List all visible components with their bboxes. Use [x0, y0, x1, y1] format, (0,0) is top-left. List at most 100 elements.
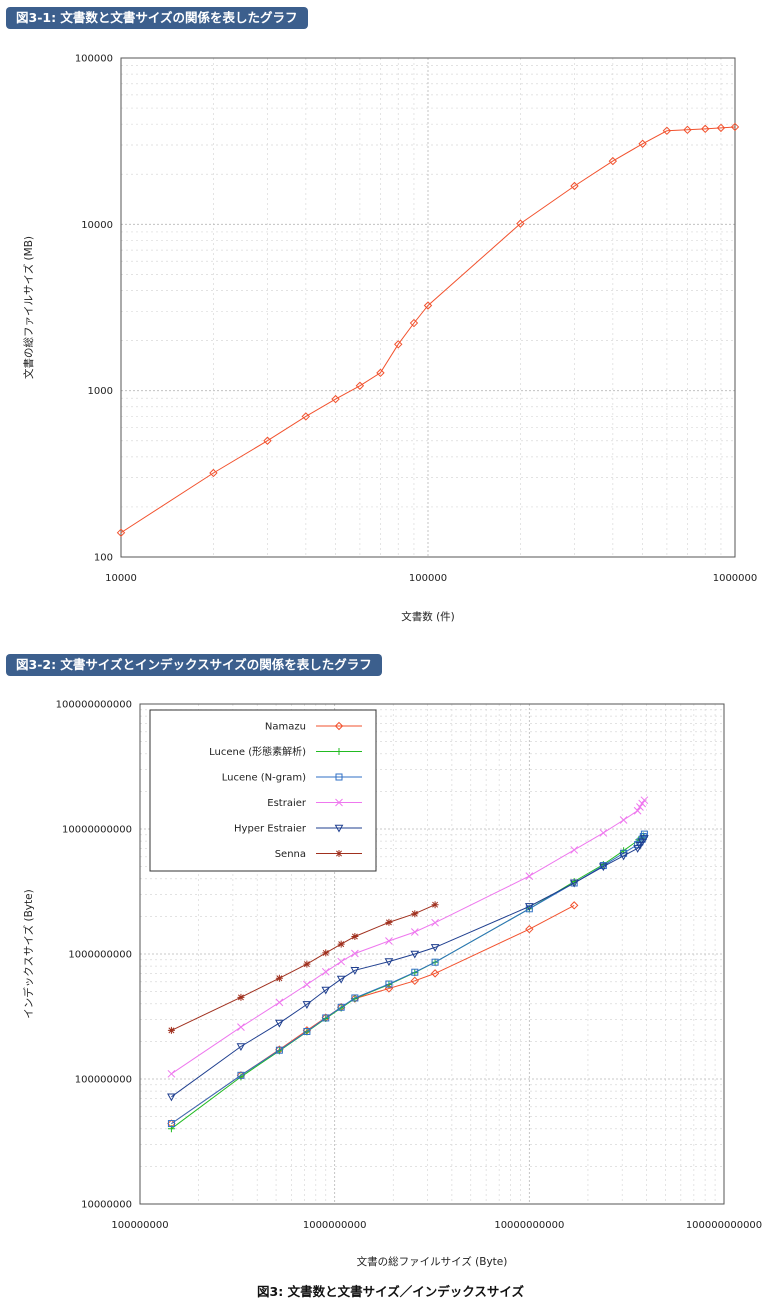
data-point — [411, 910, 419, 918]
data-point — [167, 1069, 176, 1078]
plot-frame — [139, 703, 725, 1205]
data-point — [409, 318, 419, 328]
legend-label: Namazu — [265, 722, 306, 733]
legend-label: Lucene (N-gram) — [222, 773, 306, 784]
legend-marker — [335, 850, 343, 857]
data-point — [569, 879, 579, 888]
x-axis-label: 文書数 (件) — [401, 610, 455, 623]
legend-label: Lucene (形態素解析) — [209, 745, 306, 758]
data-point — [275, 998, 284, 1007]
y-tick-label: 1000000000 — [68, 950, 132, 961]
series-0 — [116, 122, 740, 537]
data-point — [633, 806, 642, 815]
series-4 — [167, 835, 649, 1102]
legend-marker — [335, 798, 343, 807]
data-point — [431, 918, 439, 927]
legend-label: Hyper Estraier — [234, 824, 307, 835]
data-point — [701, 124, 710, 134]
data-point — [322, 1014, 330, 1022]
y-axis-label: インデックスサイズ (Byte) — [22, 889, 35, 1018]
legend-label: Estraier — [267, 798, 307, 809]
data-point — [385, 918, 393, 926]
data-point — [376, 368, 385, 378]
grid — [120, 57, 736, 558]
y-tick-label: 10000000 — [81, 1200, 132, 1211]
x-tick-label: 10000 — [105, 573, 137, 584]
data-point — [619, 852, 628, 861]
data-point — [355, 381, 365, 390]
series-2 — [167, 830, 648, 1128]
series-1 — [167, 832, 647, 1133]
data-point — [608, 156, 618, 166]
figure-3-1-header: 図3-1: 文書数と文書サイズの関係を表したグラフ — [6, 7, 308, 29]
data-point — [524, 903, 534, 912]
data-point — [351, 949, 359, 958]
y-tick-label: 100 — [94, 553, 113, 564]
legend-label: Senna — [275, 849, 306, 860]
data-point — [337, 957, 346, 966]
data-point — [336, 975, 346, 984]
data-point — [516, 219, 525, 228]
legend-marker — [334, 824, 344, 833]
data-point — [337, 940, 345, 948]
data-point — [321, 967, 330, 976]
data-point — [716, 123, 726, 133]
data-point — [302, 1001, 312, 1009]
series-5 — [167, 901, 439, 1034]
series-line — [120, 126, 736, 534]
data-point — [209, 468, 218, 478]
data-point — [570, 181, 579, 191]
x-tick-label: 10000000000 — [494, 1220, 564, 1231]
data-point — [275, 1046, 283, 1054]
data-point — [640, 796, 649, 805]
data-point — [431, 958, 439, 966]
x-tick-label: 1000000000 — [303, 1220, 367, 1231]
legend-marker — [335, 773, 343, 781]
data-point — [636, 803, 644, 811]
data-point — [236, 1043, 246, 1052]
grid — [139, 703, 725, 1205]
data-point — [385, 937, 393, 945]
data-point — [411, 968, 419, 976]
series-0 — [167, 901, 579, 1128]
data-point — [303, 1027, 311, 1035]
x-tick-label: 100000000000 — [686, 1220, 762, 1231]
legend-marker — [334, 721, 344, 731]
data-point — [351, 994, 359, 1002]
data-point — [683, 125, 692, 135]
x-tick-label: 100000000 — [111, 1220, 168, 1231]
data-point — [351, 933, 359, 941]
data-point — [237, 1071, 245, 1079]
x-tick-label: 100000 — [409, 573, 447, 584]
data-point — [430, 969, 440, 978]
data-point — [410, 950, 420, 959]
data-point — [662, 126, 672, 136]
chart-document-size-vs-index-size: 100000000 1000000000 10000000000 1000000000… — [22, 700, 762, 1269]
data-point — [410, 976, 420, 986]
data-point — [303, 960, 311, 968]
data-point — [570, 846, 579, 854]
data-point — [394, 340, 403, 349]
data-point — [598, 863, 608, 872]
data-point — [638, 139, 647, 148]
chart-document-count-vs-size: 10000 100000 1000000 100 1000 10000 100000 文書数 … — [22, 54, 757, 624]
data-point — [569, 901, 579, 910]
data-point — [638, 799, 647, 808]
data-point — [730, 122, 740, 132]
data-point — [635, 842, 645, 850]
y-tick-label: 100000000 — [75, 1075, 132, 1086]
data-point — [321, 986, 331, 995]
data-point — [237, 1023, 245, 1031]
data-point — [167, 1120, 175, 1128]
data-point — [619, 816, 628, 824]
legend: Namazu Lucene (形態素解析) Lucene (N-gram) Estra… — [149, 709, 377, 872]
series-line — [171, 904, 436, 1031]
y-tick-label: 100000 — [75, 54, 113, 65]
data-point — [525, 872, 534, 880]
figure-3-2-header: 図3-2: 文書サイズとインデックスサイズの関係を表したグラフ — [6, 654, 382, 676]
series-line — [171, 833, 645, 1125]
series-line — [171, 838, 645, 1098]
data-point — [640, 830, 648, 838]
data-point — [423, 301, 433, 310]
data-point — [640, 835, 649, 843]
